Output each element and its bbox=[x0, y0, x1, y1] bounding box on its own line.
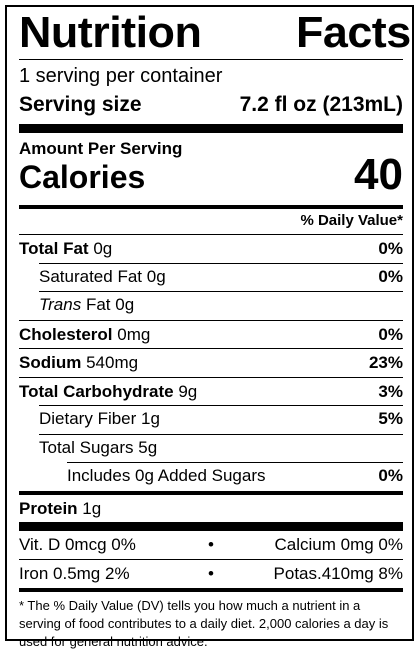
nutrient-row-trans-fat: Trans Fat 0g bbox=[19, 291, 403, 320]
nutrient-name: Protein bbox=[19, 498, 78, 518]
serving-size-label: Serving size bbox=[19, 93, 142, 116]
nutrient-dv: 5% bbox=[378, 409, 403, 428]
nutrient-amount: 0g bbox=[115, 295, 135, 314]
calories-label: Calories bbox=[19, 159, 146, 195]
nutrient-amount: 0g bbox=[146, 266, 166, 286]
nutrient-amount: 0g bbox=[93, 239, 113, 258]
divider bbox=[19, 558, 403, 560]
nutrient-dv: 23% bbox=[368, 353, 403, 372]
title-nutrition: Nutrition bbox=[19, 8, 202, 57]
daily-value-footnote: * The % Daily Value (DV) tells you how m… bbox=[19, 597, 389, 649]
bullet: • bbox=[208, 534, 214, 554]
nutrient-dv: 3% bbox=[378, 381, 403, 401]
nutrient-amount: 1g bbox=[82, 498, 102, 518]
nutrient-name: Total Fat bbox=[19, 239, 89, 258]
vitamin-row: Iron 0.5mg 2% • Potas.410mg 8% bbox=[19, 560, 403, 588]
servings-per-container: 1 serving per container bbox=[19, 65, 223, 87]
nutrient-name: Fat bbox=[85, 295, 111, 314]
nutrient-dv: 0% bbox=[378, 466, 403, 485]
bullet: • bbox=[208, 563, 214, 583]
nutrient-row-saturated-fat: Saturated Fat 0g 0% bbox=[19, 262, 403, 292]
divider bbox=[19, 59, 403, 60]
nutrient-name: Total Sugars bbox=[39, 437, 134, 457]
label-title: Nutrition Facts bbox=[19, 7, 411, 59]
nutrient-dv: 0% bbox=[378, 266, 403, 286]
iron: Iron 0.5mg 2% bbox=[19, 563, 130, 583]
calories-value: 40 bbox=[354, 150, 403, 199]
title-facts: Facts bbox=[295, 8, 411, 57]
calcium: Calcium 0mg 0% bbox=[274, 534, 404, 554]
nutrient-row-sodium: Sodium 540mg 23% bbox=[19, 348, 403, 377]
nutrient-amount: 1g bbox=[141, 409, 160, 428]
nutrient-name: Includes 0g Added Sugars bbox=[67, 466, 266, 485]
calories-row: Calories 40 bbox=[19, 153, 403, 197]
nutrient-name: Sodium bbox=[19, 353, 82, 372]
thick-divider bbox=[19, 521, 403, 531]
nutrient-row-dietary-fiber: Dietary Fiber 1g 5% bbox=[19, 405, 403, 434]
medium-divider bbox=[19, 587, 403, 592]
nutrient-name: Total Carbohydrate bbox=[19, 381, 174, 401]
nutrient-row-added-sugars: Includes 0g Added Sugars 0% bbox=[19, 462, 403, 491]
nutrient-row-cholesterol: Cholesterol 0mg 0% bbox=[19, 319, 403, 349]
nutrient-row-protein: Protein 1g bbox=[19, 490, 403, 522]
thick-divider bbox=[19, 124, 403, 133]
nutrient-row-total-carbohydrate: Total Carbohydrate 9g 3% bbox=[19, 376, 403, 406]
serving-size-row: Serving size 7.2 fl oz (213mL) bbox=[19, 90, 403, 124]
nutrition-facts-label: Nutrition Facts 1 serving per container … bbox=[5, 5, 414, 649]
amount-per-serving: Amount Per Serving bbox=[19, 139, 183, 158]
nutrient-name-italic: Trans bbox=[39, 295, 82, 314]
nutrient-amount: 540mg bbox=[86, 353, 139, 372]
vitamin-d: Vit. D 0mcg 0% bbox=[19, 534, 136, 554]
vitamin-row: Vit. D 0mcg 0% • Calcium 0mg 0% bbox=[19, 531, 403, 559]
nutrient-dv: 0% bbox=[378, 239, 403, 258]
nutrient-dv: 0% bbox=[378, 324, 403, 344]
serving-size-value: 7.2 fl oz (213mL) bbox=[239, 93, 403, 116]
nutrient-name: Cholesterol bbox=[19, 324, 113, 344]
daily-value-header: % Daily Value* bbox=[300, 212, 403, 229]
nutrient-amount: 9g bbox=[178, 381, 198, 401]
nutrient-row-total-sugars: Total Sugars 5g bbox=[19, 433, 403, 463]
medium-divider bbox=[19, 205, 403, 209]
nutrient-row-total-fat: Total Fat 0g 0% bbox=[19, 234, 403, 263]
nutrient-amount: 0mg bbox=[117, 324, 151, 344]
nutrient-amount: 5g bbox=[138, 437, 158, 457]
nutrient-name: Dietary Fiber bbox=[39, 409, 137, 428]
potassium: Potas.410mg 8% bbox=[273, 563, 403, 583]
nutrient-name: Saturated Fat bbox=[39, 266, 143, 286]
